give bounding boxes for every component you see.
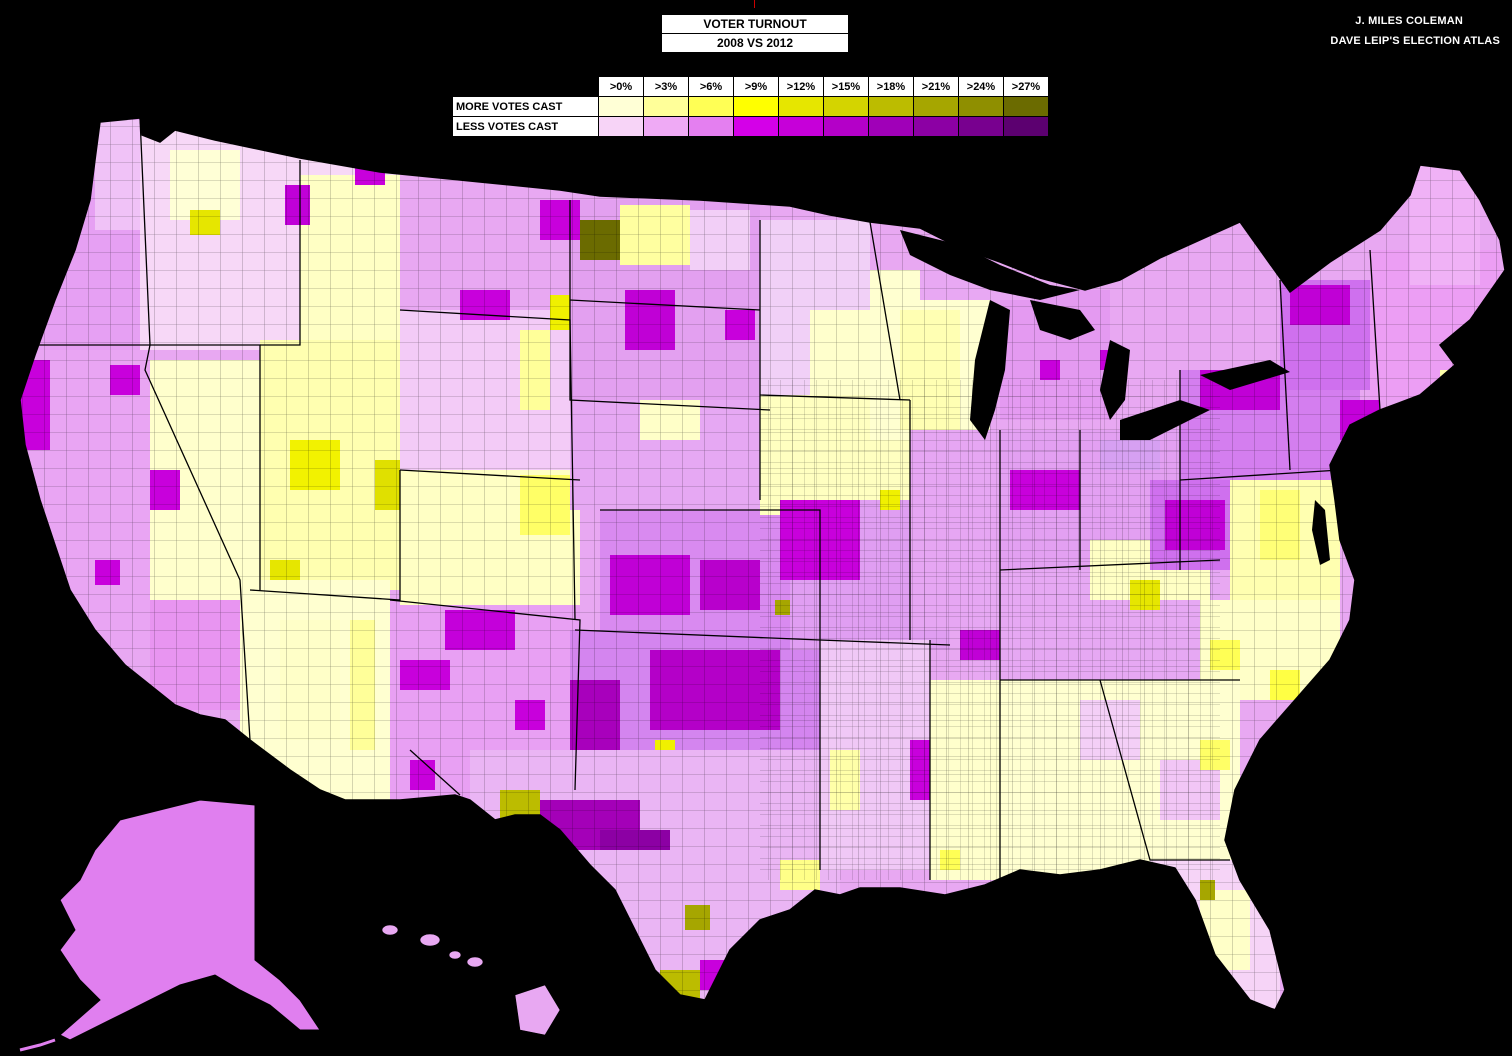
legend-header: >9% (733, 76, 779, 97)
legend-swatch (913, 96, 959, 117)
legend-swatch (958, 116, 1004, 137)
legend-header: >24% (958, 76, 1004, 97)
legend-corner (452, 76, 599, 97)
legend-swatch (868, 116, 914, 137)
source-credit: DAVE LEIP'S ELECTION ATLAS (1330, 35, 1500, 47)
legend-swatch (643, 116, 689, 137)
legend-swatch (598, 96, 644, 117)
legend-header-row: >0% >3% >6% >9% >12% >15% >18% >21% >24%… (452, 76, 1049, 97)
legend-swatch (868, 96, 914, 117)
legend-swatch (1003, 116, 1049, 137)
legend-header: >0% (598, 76, 644, 97)
title-line-1: VOTER TURNOUT (662, 15, 848, 34)
legend-swatch (1003, 96, 1049, 117)
legend-swatch (688, 116, 734, 137)
legend-swatch (733, 96, 779, 117)
legend-row-label-more: MORE VOTES CAST (452, 96, 599, 117)
legend-header: >12% (778, 76, 824, 97)
hawaii (381, 924, 561, 1036)
legend-swatch (913, 116, 959, 137)
legend-header: >27% (1003, 76, 1049, 97)
legend-row-label-less: LESS VOTES CAST (452, 116, 599, 137)
legend-header: >6% (688, 76, 734, 97)
legend-swatch (643, 96, 689, 117)
legend-swatch (778, 116, 824, 137)
legend-swatch (778, 96, 824, 117)
top-tick-mark (754, 0, 755, 8)
legend-row-more: MORE VOTES CAST (452, 96, 1049, 117)
legend-header: >15% (823, 76, 869, 97)
legend-header: >18% (868, 76, 914, 97)
legend-swatch (823, 116, 869, 137)
legend: >0% >3% >6% >9% >12% >15% >18% >21% >24%… (452, 76, 1049, 137)
legend-swatch (688, 96, 734, 117)
legend-swatch (823, 96, 869, 117)
map-title: VOTER TURNOUT 2008 VS 2012 (662, 15, 848, 52)
legend-header: >21% (913, 76, 959, 97)
author-credit: J. MILES COLEMAN (1355, 15, 1463, 27)
legend-swatch (958, 96, 1004, 117)
legend-swatch (733, 116, 779, 137)
legend-swatch (598, 116, 644, 137)
title-line-2: 2008 VS 2012 (716, 36, 794, 50)
alaska (19, 799, 321, 1052)
legend-header: >3% (643, 76, 689, 97)
legend-row-less: LESS VOTES CAST (452, 116, 1049, 137)
